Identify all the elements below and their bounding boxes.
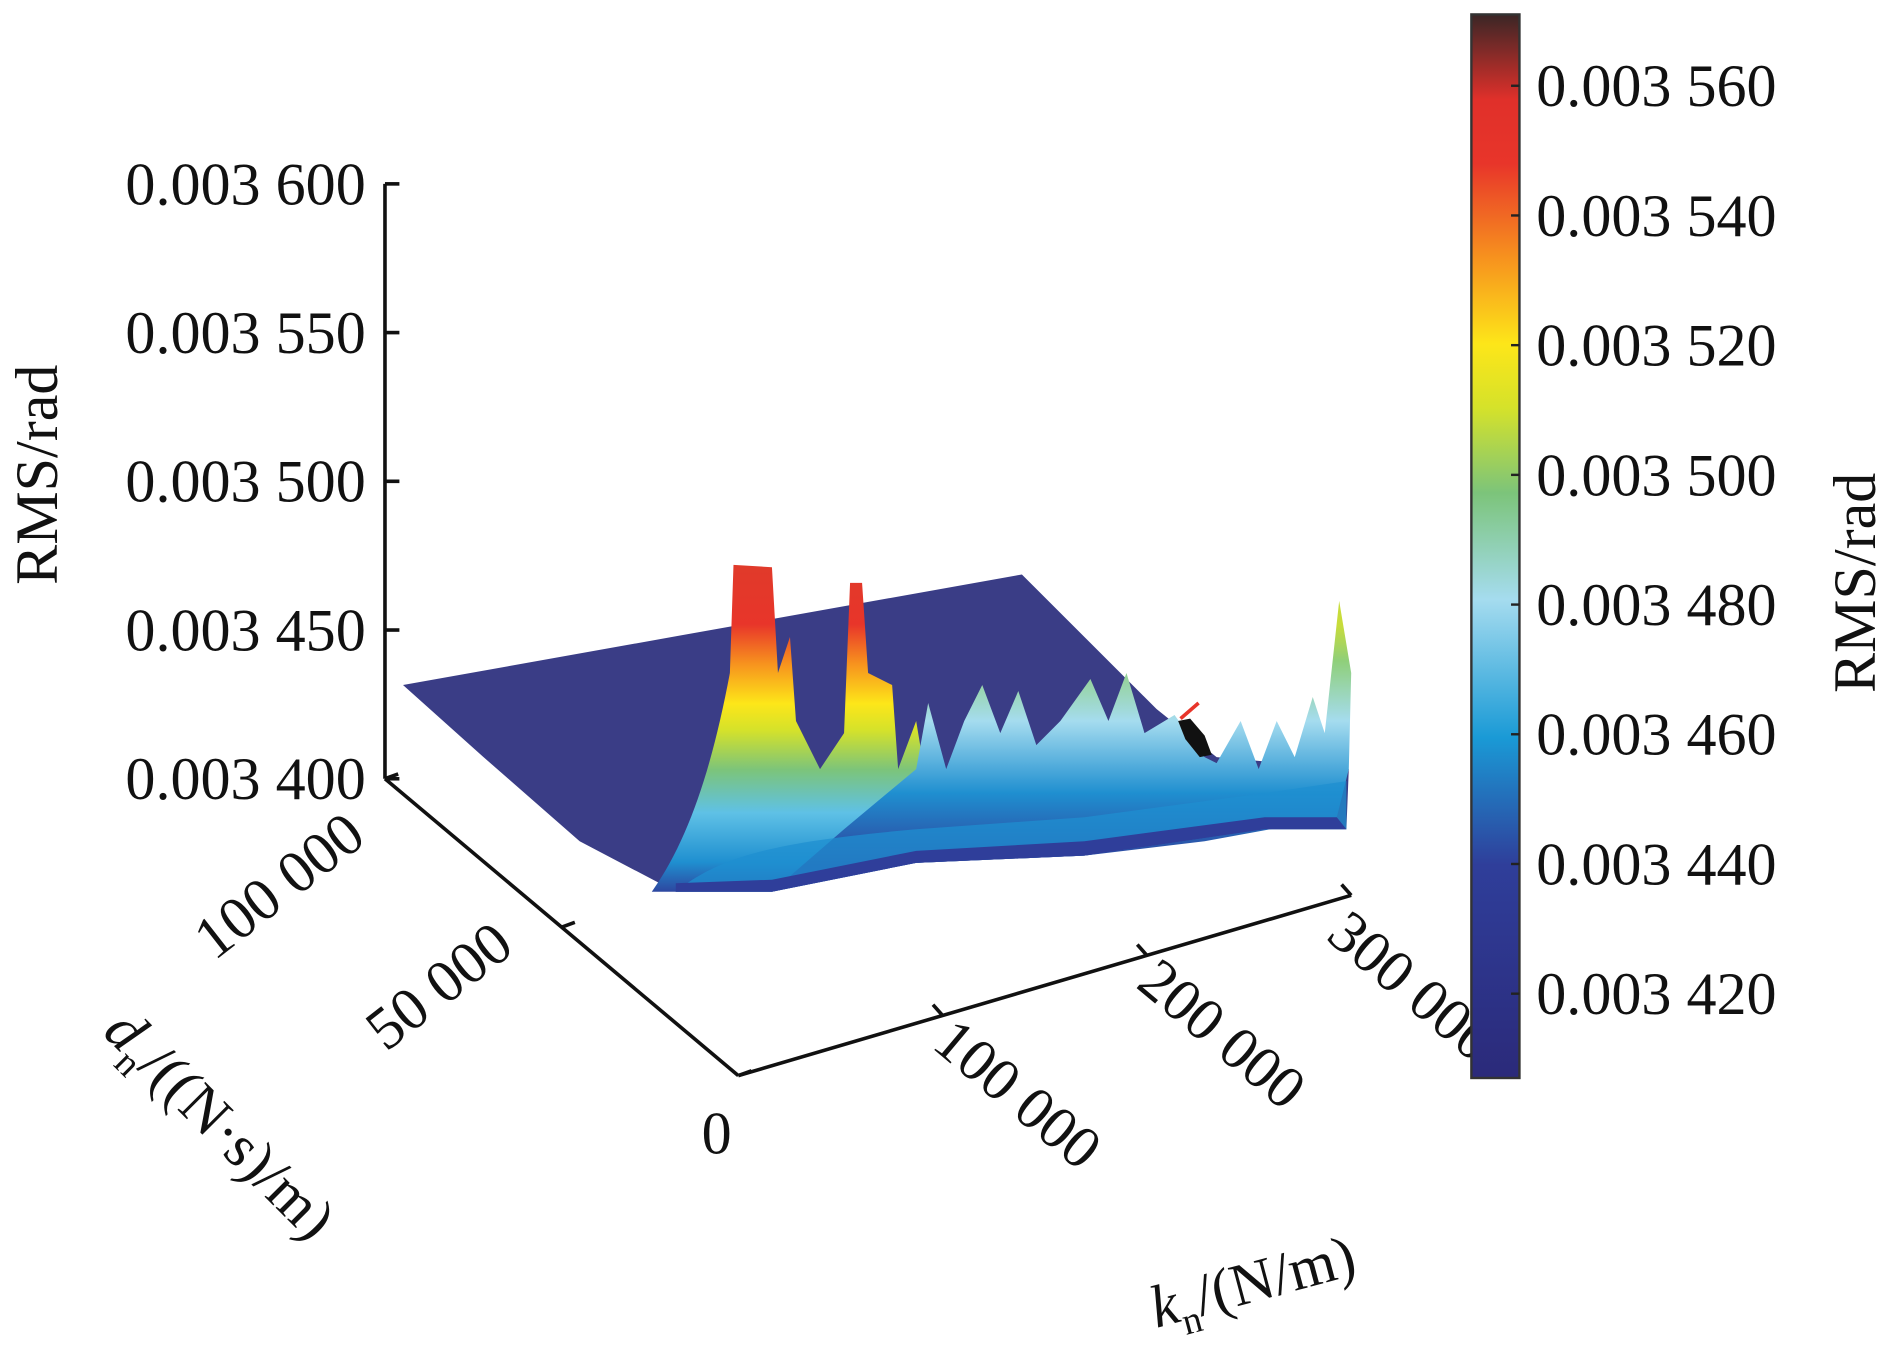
colorbar-tick-label: 0.003 420 <box>1536 960 1776 1027</box>
x-tick <box>1340 883 1353 897</box>
colorbar-tick-label: 0.003 560 <box>1536 52 1776 119</box>
x-tick-label: 100 000 <box>922 1005 1115 1182</box>
y-tick-label: 100 000 <box>181 799 376 972</box>
y-tick <box>561 920 576 929</box>
z-tick-label: 0.003 500 <box>125 448 365 515</box>
optimum-cross-icon <box>1179 701 1200 721</box>
surface-front-edge <box>675 817 1347 892</box>
colorbar-tick-label: 0.003 460 <box>1536 701 1776 768</box>
y-tick <box>384 772 399 781</box>
colorbar-tick-label: 0.003 540 <box>1536 182 1776 249</box>
colorbar <box>1470 13 1521 1080</box>
y-tick-label: 0 <box>702 1100 732 1167</box>
x-tick <box>931 1003 944 1017</box>
x-axis-label-unit: /(N/m) <box>1187 1222 1362 1329</box>
surface <box>403 564 1352 892</box>
optimum-marker <box>1178 718 1212 758</box>
z-tick-label: 0.003 400 <box>125 745 365 812</box>
colorbar-tick-label: 0.003 440 <box>1536 830 1776 897</box>
z-tick-label: 0.003 450 <box>125 596 365 663</box>
z-tick-label: 0.003 550 <box>125 299 365 366</box>
y-axis-label-unit: /((N·s)/m) <box>127 1030 349 1252</box>
x-tick <box>1135 943 1149 957</box>
surface-ridge-high <box>651 564 929 892</box>
colorbar-tick-label: 0.003 500 <box>1536 441 1776 508</box>
x-tick-label: 200 000 <box>1126 945 1319 1122</box>
z-tick-label: 0.003 600 <box>125 150 365 217</box>
y-tick <box>737 1069 753 1078</box>
colorbar-label: RMS/rad <box>1821 473 1888 693</box>
colorbar-tick-label: 0.003 520 <box>1536 312 1776 379</box>
x-axis-line <box>737 893 1352 1078</box>
surface-front-band <box>675 781 1347 892</box>
colorbar-tick-label: 0.003 480 <box>1536 571 1776 638</box>
y-axis-line <box>383 777 740 1077</box>
y-axis-label: dn/((N·s)/m) <box>85 995 349 1259</box>
y-tick-label: 50 000 <box>353 908 524 1063</box>
x-axis-label: kn/(N/m) <box>1143 1222 1365 1351</box>
z-axis-label: RMS/rad <box>3 365 70 585</box>
